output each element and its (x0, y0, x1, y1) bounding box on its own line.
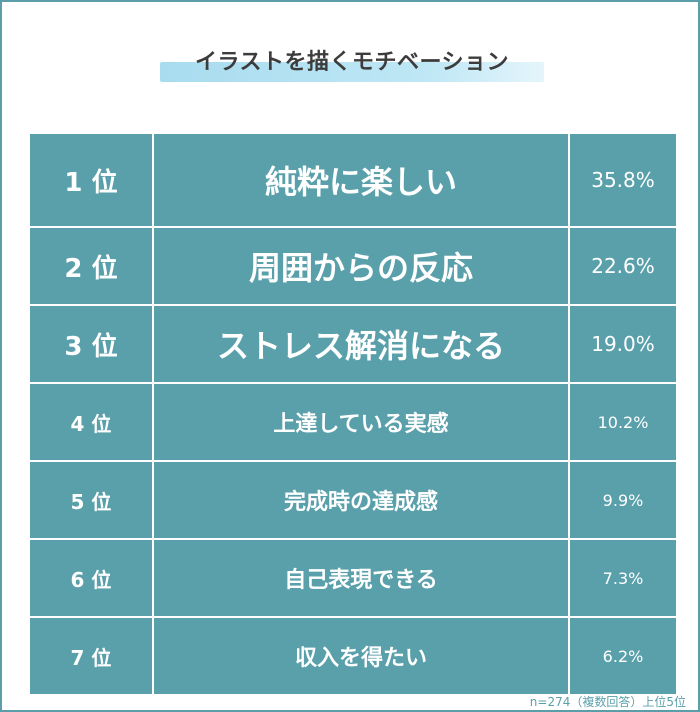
reason-cell: 収入を得たい (154, 618, 568, 694)
table-row: 3 位 ストレス解消になる 19.0% (30, 306, 676, 382)
table-row: 2 位 周囲からの反応 22.6% (30, 228, 676, 304)
reason-cell: 自己表現できる (154, 540, 568, 616)
chart-title: イラストを描くモチベーション (194, 50, 510, 75)
percent-cell: 9.9% (570, 462, 676, 538)
reason-cell: ストレス解消になる (154, 306, 568, 382)
percent-cell: 10.2% (570, 384, 676, 460)
title-block: イラストを描くモチベーション (160, 40, 546, 84)
table-row: 1 位 純粋に楽しい 35.8% (30, 134, 676, 226)
rank-cell: 7 位 (30, 618, 152, 694)
table-row: 7 位 収入を得たい 6.2% (30, 618, 676, 694)
rank-cell: 4 位 (30, 384, 152, 460)
rank-cell: 3 位 (30, 306, 152, 382)
percent-cell: 35.8% (570, 134, 676, 226)
reason-cell: 上達している実感 (154, 384, 568, 460)
sample-note: n=274（複数回答）上位5位 (529, 695, 686, 709)
table-row: 4 位 上達している実感 10.2% (30, 384, 676, 460)
ranking-table: 1 位 純粋に楽しい 35.8% 2 位 周囲からの反応 22.6% 3 位 ス… (30, 134, 676, 696)
table-row: 6 位 自己表現できる 7.3% (30, 540, 676, 616)
reason-cell: 完成時の達成感 (154, 462, 568, 538)
title-highlight (160, 62, 544, 82)
rank-cell: 2 位 (30, 228, 152, 304)
rank-cell: 6 位 (30, 540, 152, 616)
rank-cell: 5 位 (30, 462, 152, 538)
percent-cell: 7.3% (570, 540, 676, 616)
reason-cell: 周囲からの反応 (154, 228, 568, 304)
percent-cell: 22.6% (570, 228, 676, 304)
table-row: 5 位 完成時の達成感 9.9% (30, 462, 676, 538)
reason-cell: 純粋に楽しい (154, 134, 568, 226)
rank-cell: 1 位 (30, 134, 152, 226)
percent-cell: 19.0% (570, 306, 676, 382)
percent-cell: 6.2% (570, 618, 676, 694)
